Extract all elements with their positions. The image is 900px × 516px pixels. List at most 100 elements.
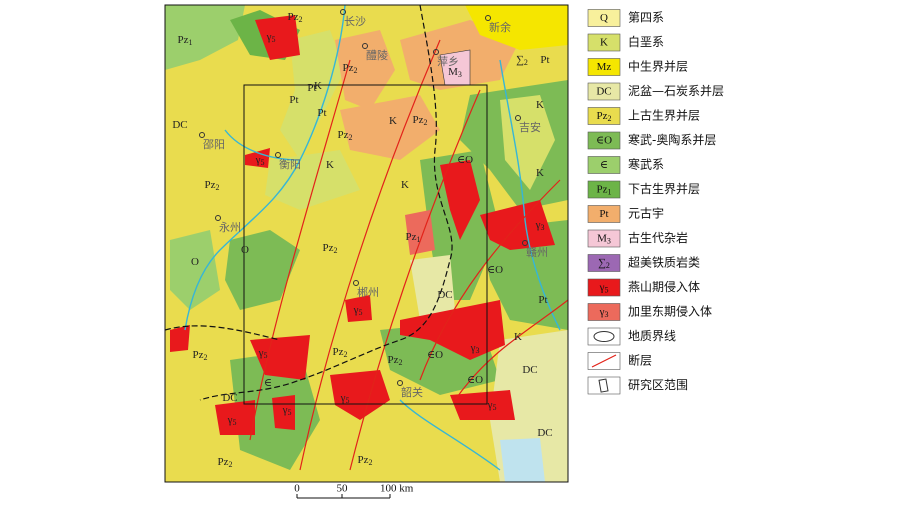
unit-area (500, 95, 555, 190)
city-label: 韶关 (401, 385, 423, 399)
unit-area (410, 255, 455, 320)
legend-label: 燕山期侵入体 (628, 279, 700, 294)
unit-label-main: Pz (288, 11, 299, 23)
unit-label: K (326, 159, 334, 171)
unit-label: Pz2 (358, 454, 373, 467)
legend-symbol-main: M (597, 232, 607, 244)
unit-area (165, 5, 245, 70)
unit-label: DC (537, 427, 552, 439)
unit-label-main: Pz (406, 231, 417, 243)
legend-symbol-main: ∈O (596, 134, 612, 146)
unit-label-sub: 5 (271, 35, 275, 44)
intrusion (245, 148, 270, 168)
unit-label-sub: 2 (369, 458, 373, 467)
legend-swatch (587, 9, 621, 27)
unit-label-sub: 1 (417, 235, 421, 244)
legend-symbol: Q (600, 12, 608, 24)
legend-label: 古生代杂岩 (628, 230, 688, 245)
unit-label-main: DC (537, 427, 552, 439)
city-label: 新余 (489, 20, 511, 34)
unit-label-main: Pz (413, 114, 424, 126)
unit-label-sub: 1 (189, 38, 193, 47)
unit-label-main: Pz (333, 346, 344, 358)
intrusion (170, 325, 190, 352)
city-marker (485, 15, 491, 21)
legend-symbol-main: γ (599, 281, 605, 293)
city-marker (340, 9, 346, 15)
intrusion (330, 370, 390, 420)
unit-label-sub: 2 (229, 460, 233, 469)
intrusion (400, 300, 505, 360)
unit-label: Pt (540, 54, 549, 66)
unit-label-main: Pz (358, 454, 369, 466)
city-marker (215, 215, 221, 221)
map-frame (164, 4, 569, 483)
scale-label: 0 (294, 483, 300, 495)
legend-symbol: M3 (597, 232, 611, 245)
city-marker (433, 49, 439, 55)
legend-label: 上古生界并层 (628, 108, 700, 123)
unit-label: DC (222, 392, 237, 404)
unit-label: Pz2 (323, 242, 338, 255)
unit-label: Pt (317, 107, 326, 119)
unit-area (465, 5, 568, 50)
rivers (184, 5, 561, 471)
legend-label: 元古宇 (628, 206, 664, 221)
legend-symbol: ∈O (596, 134, 612, 146)
unit-label-sub: 5 (345, 396, 349, 405)
intrusion (215, 400, 255, 435)
legend-symbol-sub: 3 (604, 310, 608, 319)
unit-label-sub: 5 (287, 408, 291, 417)
unit-label-main: Pt (538, 294, 547, 306)
unit-label: K (314, 80, 322, 92)
city-marker (522, 240, 528, 246)
city-label: 邵阳 (203, 138, 225, 151)
legend-label: 泥盆—石炭系并层 (628, 84, 724, 98)
legend-swatch (587, 205, 621, 223)
unit-label-main: O (191, 256, 199, 268)
unit-label: Pt (307, 82, 316, 94)
unit-label-main: γ (535, 219, 541, 231)
legend-fault-icon (591, 354, 617, 368)
unit-label-main: O (241, 244, 249, 256)
legend-label: 研究区范围 (628, 377, 688, 392)
unit-label-main: γ (340, 392, 346, 404)
intrusion (450, 390, 515, 420)
legend-symbol-main: DC (596, 85, 611, 97)
legend-label: 加里东期侵入体 (628, 304, 712, 319)
unit-label: γ5 (487, 399, 497, 412)
unit-label: γ3 (535, 219, 545, 232)
legend-swatch (587, 82, 621, 101)
unit-label-sub: 3 (458, 70, 462, 79)
legend-label: 地质界线 (628, 329, 676, 343)
city-label: 郴州 (357, 285, 379, 299)
scale-bar: 0 50 100 km (294, 483, 414, 499)
unit-area (170, 230, 220, 310)
legend-area-icon (598, 378, 609, 393)
legend-symbol: DC (596, 85, 611, 97)
unit-label-main: γ (227, 414, 233, 426)
unit-label-main: ∈O (457, 154, 473, 166)
unit-label-sub: 5 (263, 351, 267, 360)
legend-symbol: Pt (599, 208, 608, 220)
unit-label-main: DC (222, 392, 237, 404)
unit-label-main: Pt (540, 54, 549, 66)
unit-label-main: Pz (193, 349, 204, 361)
legend-symbol-main: Mz (597, 61, 612, 73)
legend-label: 寒武系 (628, 157, 664, 172)
scale-label: 50 (337, 483, 349, 495)
study-area (243, 84, 488, 405)
legend-symbol-main: Q (600, 12, 608, 24)
legend-swatch (587, 180, 621, 199)
legend-symbol-main: ∑ (598, 257, 606, 269)
unit-label-main: DC (522, 364, 537, 376)
unit-label: γ5 (266, 31, 276, 44)
unit-label-main: ∈ (264, 377, 272, 389)
legend-symbol: ∈ (600, 159, 608, 171)
legend-swatch (587, 131, 621, 150)
unit-area (280, 30, 345, 160)
legend-symbol: Pz2 (597, 110, 612, 123)
unit-area (340, 95, 440, 160)
legend-swatch (587, 33, 621, 52)
